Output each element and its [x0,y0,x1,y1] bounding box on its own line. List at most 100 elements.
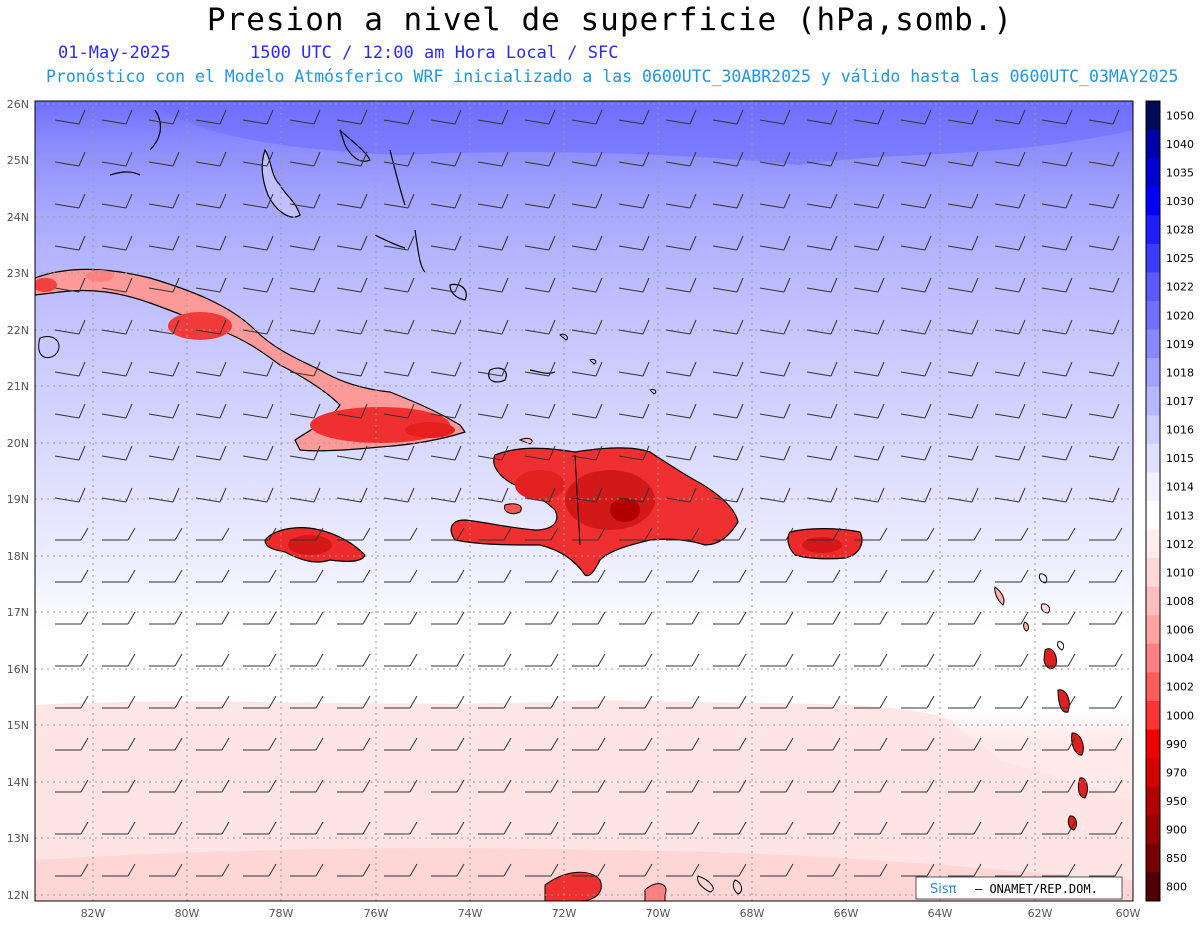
wind-barb [102,527,136,541]
wind-barb [1089,821,1123,835]
wind-barb [760,779,794,793]
lon-label: 82W [81,907,106,920]
wind-barb [242,193,274,209]
wind-barb [54,445,86,461]
wind-barb [54,277,86,293]
wind-barb [243,779,277,793]
wind-barb [948,569,982,583]
wind-barb [383,403,415,419]
wind-barb [54,361,86,377]
wind-barb [1042,737,1076,751]
wind-barb [525,821,559,835]
colorbar-swatch [1146,786,1160,816]
colorbar-label: 1035 [1166,166,1194,179]
wind-barb [854,653,888,667]
wind-barb [618,109,650,125]
wind-barb [571,445,603,461]
wind-barb [383,361,415,377]
wind-barb [195,445,227,461]
wind-barb [665,319,697,335]
wind-barb [478,863,512,877]
colorbar-label: 1014 [1166,481,1194,494]
wind-barb [102,779,136,793]
wind-barb [665,151,697,167]
wind-barb [1089,527,1123,541]
wind-barb [336,235,368,251]
wind-barb [242,361,274,377]
wind-barb [149,737,183,751]
wind-barb [336,193,368,209]
wind-barb [383,445,415,461]
wind-barb [948,611,982,625]
colorbar-label: 1000 [1166,709,1194,722]
colorbar-label: 1020 [1166,309,1194,322]
wind-barb [196,569,230,583]
wind-barb [994,277,1026,293]
wind-barb [760,821,794,835]
colorbar-label: 900 [1166,824,1187,837]
wind-barb [571,235,603,251]
wind-barb [901,779,935,793]
wind-barb [477,403,509,419]
wind-barb [665,193,697,209]
wind-barb [384,821,418,835]
wind-barb [243,653,277,667]
wind-barb [290,611,324,625]
wind-barb [854,611,888,625]
colorbar-label: 1015 [1166,452,1194,465]
wind-barb [430,235,462,251]
colorbar-swatch [1146,186,1160,216]
wind-barb [101,235,133,251]
wind-barb [947,277,979,293]
wind-barb [853,235,885,251]
lon-label: 60W [1116,907,1141,920]
wind-barb [712,151,744,167]
wind-barb [1042,569,1076,583]
wind-barb [1088,403,1120,419]
wind-barb [54,109,86,125]
wind-barb [148,235,180,251]
wind-barb [289,319,321,335]
wind-barb [571,151,603,167]
wind-barb [477,319,509,335]
wind-barb [196,653,230,667]
lat-label: 15N [7,719,29,732]
wind-barb [1041,193,1073,209]
wind-barb [477,193,509,209]
wind-barb [900,151,932,167]
colorbar-swatch [1146,329,1160,359]
wind-barb [1088,361,1120,377]
wind-barb [195,109,227,125]
wind-barb [101,319,133,335]
lat-label: 19N [7,493,29,506]
colorbar-label: 1012 [1166,538,1194,551]
wind-barb [524,235,556,251]
wind-barb [759,235,791,251]
wind-barb [665,361,697,377]
wind-barb [289,193,321,209]
wind-barb [477,151,509,167]
wind-barb [618,151,650,167]
turks-caicos [559,333,657,395]
wind-barb [289,403,321,419]
wind-barb [336,319,368,335]
wind-barb [55,737,89,751]
colorbar-swatch [1146,215,1160,245]
wind-barb [1042,863,1076,877]
wind-barb [901,695,935,709]
wind-barb [431,863,465,877]
wind-barb [478,653,512,667]
lat-label: 24N [7,211,29,224]
wind-barb [619,527,653,541]
wind-barb [430,151,462,167]
wind-barb [948,653,982,667]
wind-barb [242,151,274,167]
colorbar-label: 1004 [1166,652,1194,665]
wind-barb [101,277,133,293]
wind-barb [759,277,791,293]
wind-barb [290,821,324,835]
wind-barb [431,695,465,709]
wind-barb [807,653,841,667]
wind-barb [431,821,465,835]
wind-barb [854,695,888,709]
